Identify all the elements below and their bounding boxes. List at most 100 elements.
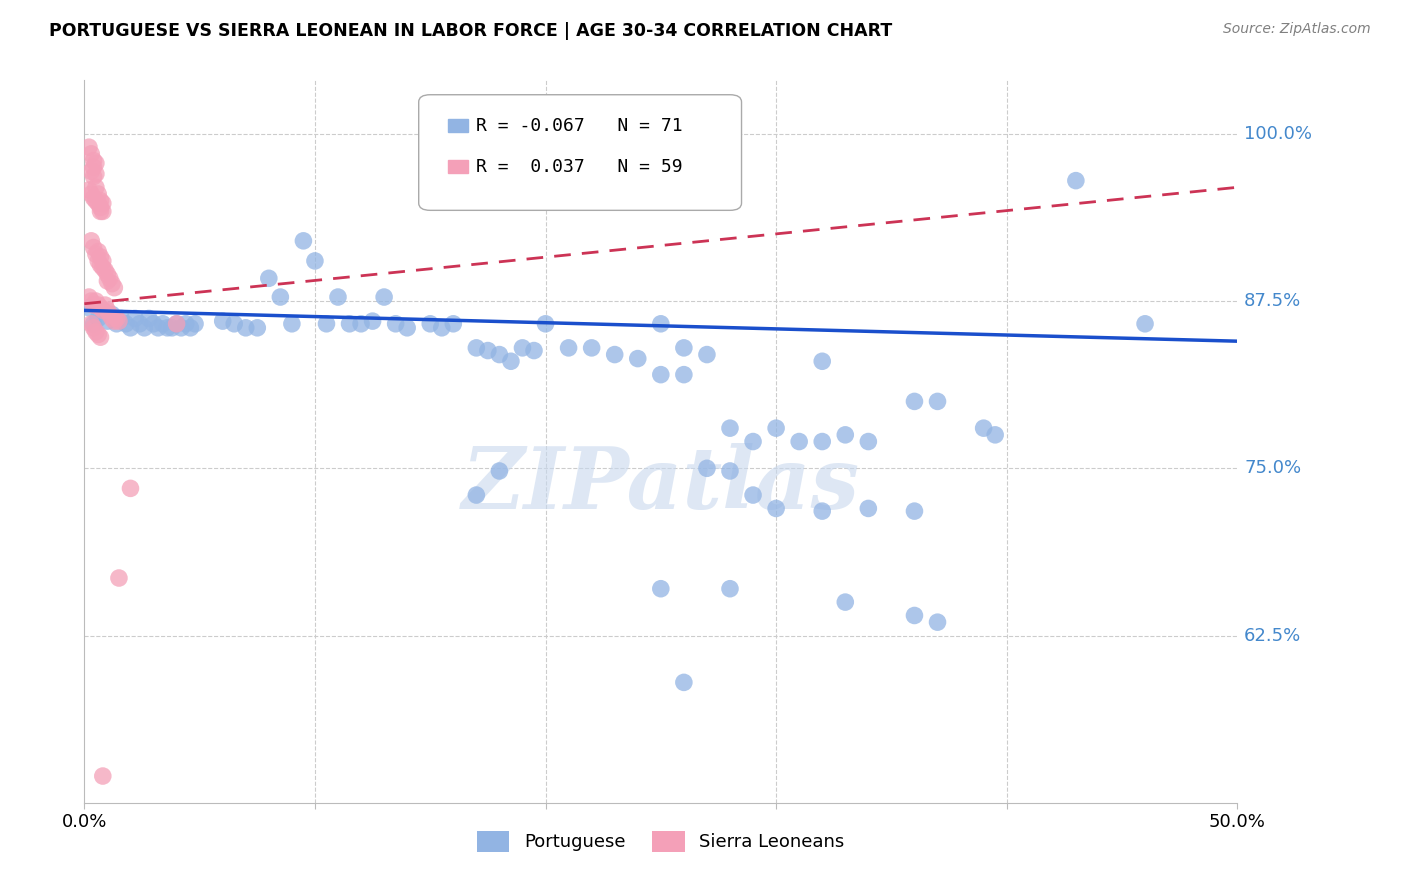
Point bbox=[77, 183, 100, 197]
Legend: Portuguese, Sierra Leoneans: Portuguese, Sierra Leoneans bbox=[470, 823, 852, 859]
Point bbox=[89, 201, 111, 215]
Point bbox=[174, 317, 197, 331]
Point bbox=[89, 204, 111, 219]
Point bbox=[315, 317, 337, 331]
Point bbox=[128, 317, 150, 331]
Point bbox=[87, 244, 110, 259]
Point bbox=[80, 294, 103, 309]
Point bbox=[281, 317, 304, 331]
Point bbox=[77, 301, 100, 315]
Point bbox=[903, 394, 925, 409]
Point bbox=[120, 321, 142, 335]
Point bbox=[811, 434, 834, 449]
Point bbox=[80, 164, 103, 178]
Point bbox=[811, 354, 834, 368]
Point bbox=[77, 140, 100, 154]
Point bbox=[184, 317, 207, 331]
Point bbox=[534, 317, 557, 331]
Point bbox=[124, 311, 146, 326]
Point bbox=[396, 321, 419, 335]
Point bbox=[89, 250, 111, 264]
Point bbox=[927, 394, 949, 409]
Point bbox=[166, 317, 188, 331]
Point bbox=[87, 187, 110, 202]
Point bbox=[84, 247, 107, 261]
Point bbox=[108, 571, 131, 585]
Point bbox=[110, 311, 132, 326]
Point bbox=[105, 311, 128, 326]
Point bbox=[742, 434, 765, 449]
Point bbox=[98, 271, 121, 285]
Point bbox=[650, 582, 672, 596]
Point bbox=[83, 191, 105, 205]
Point bbox=[304, 253, 326, 268]
Point bbox=[96, 274, 118, 288]
Point bbox=[80, 146, 103, 161]
Point bbox=[87, 253, 110, 268]
Point bbox=[83, 317, 105, 331]
Point bbox=[350, 317, 373, 331]
Point bbox=[696, 348, 718, 362]
Point bbox=[1133, 317, 1156, 331]
Point bbox=[742, 488, 765, 502]
Point bbox=[89, 301, 111, 315]
Point bbox=[91, 303, 114, 318]
Text: 87.5%: 87.5% bbox=[1244, 292, 1302, 310]
Point bbox=[80, 234, 103, 248]
Point bbox=[235, 321, 257, 335]
Text: PORTUGUESE VS SIERRA LEONEAN IN LABOR FORCE | AGE 30-34 CORRELATION CHART: PORTUGUESE VS SIERRA LEONEAN IN LABOR FO… bbox=[49, 22, 893, 40]
Point bbox=[488, 348, 510, 362]
Point bbox=[326, 290, 349, 304]
Point bbox=[984, 428, 1007, 442]
Point bbox=[83, 161, 105, 175]
Point bbox=[811, 504, 834, 518]
Point bbox=[581, 341, 603, 355]
Point bbox=[269, 290, 291, 304]
Point bbox=[339, 317, 361, 331]
Point bbox=[858, 434, 880, 449]
Text: Source: ZipAtlas.com: Source: ZipAtlas.com bbox=[1223, 22, 1371, 37]
Bar bbox=[447, 120, 468, 132]
Point bbox=[84, 294, 107, 309]
Point bbox=[103, 280, 125, 294]
Point bbox=[101, 311, 124, 326]
Point bbox=[765, 421, 787, 435]
Point bbox=[83, 241, 105, 255]
Point bbox=[87, 196, 110, 211]
Point bbox=[465, 341, 488, 355]
Text: 62.5%: 62.5% bbox=[1244, 626, 1302, 645]
Text: R = -0.067   N = 71: R = -0.067 N = 71 bbox=[477, 117, 683, 135]
Point bbox=[211, 314, 233, 328]
Point bbox=[973, 421, 995, 435]
Point bbox=[361, 314, 384, 328]
Point bbox=[84, 167, 107, 181]
Point bbox=[89, 258, 111, 272]
Point bbox=[499, 354, 522, 368]
Point bbox=[83, 153, 105, 168]
Point bbox=[80, 187, 103, 202]
Point bbox=[96, 303, 118, 318]
Point bbox=[765, 501, 787, 516]
Point bbox=[557, 341, 579, 355]
Point bbox=[84, 194, 107, 208]
Point bbox=[627, 351, 650, 366]
Point bbox=[91, 196, 114, 211]
Point bbox=[146, 321, 169, 335]
Point bbox=[179, 321, 201, 335]
Point bbox=[80, 317, 103, 331]
Point bbox=[672, 341, 695, 355]
FancyBboxPatch shape bbox=[419, 95, 741, 211]
Point bbox=[87, 311, 110, 326]
Point bbox=[87, 298, 110, 312]
Point bbox=[84, 156, 107, 170]
Point bbox=[98, 308, 121, 322]
Point bbox=[91, 769, 114, 783]
Point bbox=[91, 303, 114, 318]
Point bbox=[84, 325, 107, 339]
Point bbox=[834, 595, 856, 609]
Point bbox=[650, 368, 672, 382]
Point bbox=[603, 348, 626, 362]
Point bbox=[292, 234, 315, 248]
Point bbox=[101, 308, 124, 322]
Point bbox=[430, 321, 453, 335]
